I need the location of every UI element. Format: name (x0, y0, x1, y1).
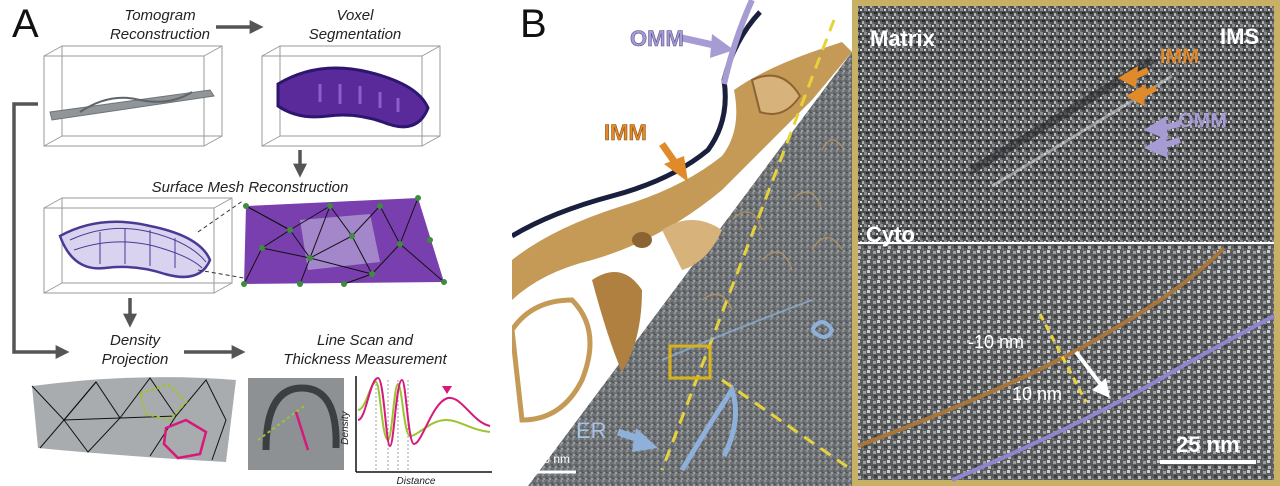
panel-a-label: A (12, 2, 39, 46)
cyto-label: Cyto (866, 222, 915, 247)
panel-b: B OMM IMM ER 100 nm Matrix IMS IMM OMM C… (512, 0, 1280, 486)
zoom-line-top (197, 199, 245, 233)
measurement-arrow-shaft (1074, 350, 1104, 388)
gold-crista (592, 272, 642, 372)
er-membrane (679, 384, 739, 472)
gold-crista-2 (662, 220, 722, 270)
panel-b-graphic (512, 0, 1280, 486)
gold-cristae-left (512, 297, 593, 423)
omm-arrow-left (681, 34, 734, 58)
panel-a: A Tomogram Reconstruction Voxel Segmenta… (0, 0, 512, 486)
step-voxel-segmentation: Voxel Segmentation (308, 7, 402, 43)
wireframe-lines (69, 227, 207, 269)
imm-label-right: IMM (1160, 46, 1199, 68)
er-line (661, 299, 813, 361)
step-density-projection: Density Projection (101, 332, 169, 368)
imm-trace (857, 246, 1226, 448)
tomogram-slice-triangle (528, 52, 852, 486)
scale-label-left: 100 nm (530, 452, 571, 466)
voxel-mitochondrion (276, 66, 430, 129)
dashed-scan-line-2 (721, 378, 853, 472)
measurement-dashed-line (1038, 313, 1088, 403)
plot-magenta-curve (357, 376, 491, 448)
step-surface-mesh-reconstruction: Surface Mesh Reconstruction (151, 179, 349, 196)
wireframe-mitochondrion (58, 220, 212, 279)
er-label: ER (576, 418, 607, 443)
scale-label-right: 25 nm (1176, 432, 1240, 457)
micrograph-top (858, 6, 1274, 242)
zoom-line-bottom (197, 269, 245, 279)
voxel-cristae (318, 84, 400, 112)
plot-peak-marker (442, 386, 452, 394)
workflow-diagram: Density Distance (12, 20, 492, 486)
plot-ylabel: Density (340, 410, 351, 444)
tomogram-box (43, 45, 223, 147)
density-patch (32, 377, 236, 462)
arrow-tomo-to-density (12, 102, 70, 359)
density-plot: Density Distance (340, 376, 492, 486)
plot-xlabel: Distance (397, 476, 436, 486)
slice-cristae (701, 139, 845, 311)
omm-arrows-right (1144, 116, 1181, 158)
plus-10nm-label: 10 nm (1012, 384, 1063, 404)
linescan-membrane (262, 384, 340, 451)
imm-arrows-right (1118, 66, 1158, 106)
omm-trace (951, 314, 1275, 482)
imm-label-left: IMM (604, 120, 647, 146)
density-green-polygon (138, 382, 188, 422)
mesh-vertices (241, 195, 447, 287)
dashed-scan-line (660, 19, 836, 471)
micrograph-divider (858, 242, 1274, 244)
density-magenta-polygon (162, 418, 208, 460)
measurement-arrow-head (1092, 378, 1110, 398)
panel-b-label: B (520, 2, 547, 46)
omm-label-right: OMM (1178, 110, 1227, 132)
linescan-magenta-line (294, 411, 310, 451)
gold-crista-3 (750, 74, 802, 115)
matrix-label: Matrix (870, 26, 935, 51)
zoom-box (668, 344, 712, 380)
step-line-scan: Line Scan and Thickness Measurement (283, 332, 447, 368)
plot-green-curve (357, 380, 491, 442)
er-fragment (810, 320, 835, 339)
omm-label-left: OMM (630, 26, 684, 52)
omm-membrane-light (721, 0, 755, 85)
tomogram-slice (49, 89, 215, 121)
step-tomogram-reconstruction: Tomogram Reconstruction (109, 7, 211, 43)
density-mesh-lines (31, 377, 227, 461)
gold-vesicle (632, 232, 652, 248)
minus-10nm-label: -10 nm (968, 332, 1025, 352)
er-arrow (616, 428, 658, 452)
tomogram-mito-outline (79, 91, 193, 113)
ims-label: IMS (1220, 24, 1260, 49)
imm-arrow-left (659, 141, 688, 182)
linescan-image (248, 378, 344, 470)
